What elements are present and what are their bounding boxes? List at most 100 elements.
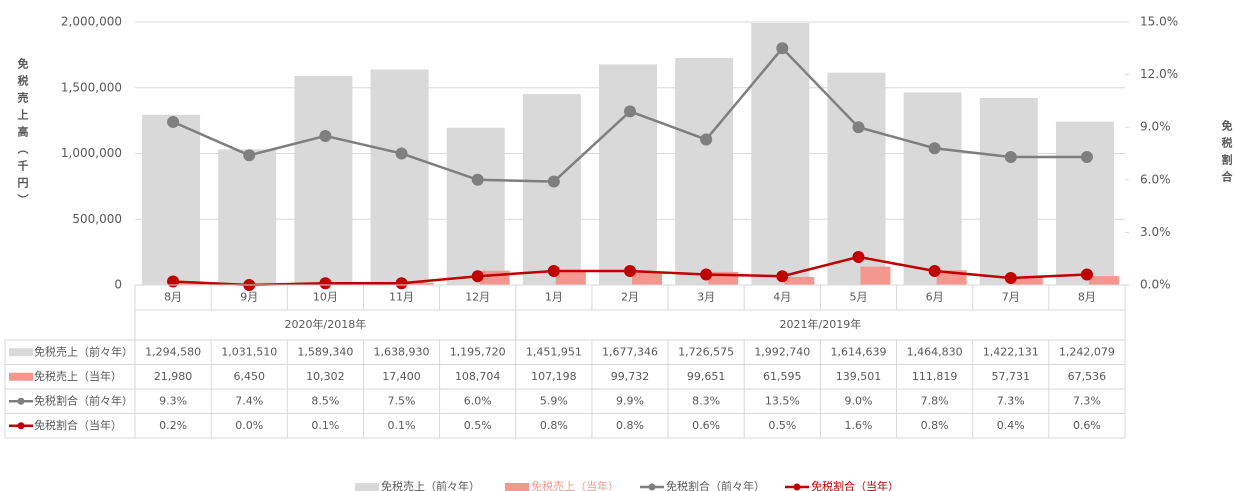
bar: [903, 92, 962, 286]
y2-tick-label: 9.0%: [1140, 120, 1171, 134]
y2-axis-title: 免税割合: [1220, 120, 1233, 188]
table-cell: 7.4%: [235, 394, 263, 407]
y2-tick-label: 0.0%: [1140, 278, 1171, 292]
table-cell: 0.4%: [997, 419, 1025, 432]
y-tick-label: 2,000,000: [61, 15, 122, 29]
group-label: 2021年/2019年: [780, 317, 862, 331]
legend-label: 免税割合（前々年）: [666, 479, 765, 491]
bar: [751, 22, 810, 286]
table-row-label: 免税売上（当年）: [34, 369, 122, 383]
marker: [700, 133, 713, 146]
x-tick-label: 10月: [313, 291, 338, 304]
x-tick-label: 11月: [389, 291, 414, 304]
bar: [1012, 277, 1043, 285]
marker: [1080, 268, 1093, 281]
table-cell: 7.3%: [997, 394, 1025, 407]
marker: [319, 129, 332, 142]
legend-swatch: [9, 372, 33, 381]
legend-swatch: [793, 483, 801, 491]
bar: [599, 64, 657, 285]
legend-swatch: [17, 422, 25, 430]
x-tick-label: 7月: [1002, 291, 1020, 304]
marker: [776, 42, 789, 55]
table-cell: 0.6%: [1073, 419, 1101, 432]
table-cell: 1,195,720: [450, 345, 506, 358]
marker: [624, 264, 636, 277]
legend-label: 免税割合（当年）: [811, 479, 899, 491]
bar: [175, 282, 206, 285]
y-tick-label: 1,500,000: [61, 80, 122, 94]
table-cell: 7.3%: [1073, 394, 1101, 407]
table-cell: 99,651: [687, 370, 726, 383]
table-cell: 0.2%: [159, 419, 187, 432]
x-tick-label: 3月: [697, 291, 715, 304]
marker: [395, 277, 408, 290]
table-cell: 6.0%: [464, 394, 492, 407]
legend-swatch: [505, 483, 529, 491]
y2-tick-label: 12.0%: [1140, 67, 1178, 81]
marker: [928, 142, 941, 155]
bar: [522, 94, 581, 285]
table-row-label: 免税割合（当年）: [34, 418, 122, 432]
x-tick-label: 4月: [773, 291, 791, 304]
y-tick-label: 0: [114, 278, 122, 292]
bar: [142, 114, 201, 286]
x-tick-label: 12月: [465, 291, 490, 304]
marker: [471, 173, 484, 186]
marker: [852, 121, 865, 134]
y-tick-label: 500,000: [72, 212, 122, 226]
table-cell: 1,422,131: [983, 345, 1039, 358]
table-cell: 9.3%: [159, 394, 187, 407]
group-label: 2020年/2018年: [285, 317, 367, 331]
bar: [675, 57, 734, 286]
table-cell: 108,704: [455, 370, 501, 383]
x-tick-label: 5月: [849, 291, 867, 304]
legend-label: 免税売上（前々年）: [381, 479, 480, 491]
bar: [979, 97, 1038, 285]
table-cell: 10,302: [306, 370, 345, 383]
x-tick-label: 1月: [545, 291, 563, 304]
table-cell: 0.8%: [921, 419, 949, 432]
bar: [479, 270, 510, 285]
legend-swatch: [648, 483, 656, 491]
table-cell: 1,726,575: [678, 345, 734, 358]
table-row-label: 免税割合（前々年）: [34, 393, 133, 407]
table-cell: 1,638,930: [374, 345, 430, 358]
table-cell: 0.1%: [311, 419, 339, 432]
marker: [776, 270, 789, 283]
table-cell: 1,589,340: [297, 345, 353, 358]
bar: [294, 76, 353, 285]
table-cell: 9.0%: [844, 394, 872, 407]
bar: [403, 282, 434, 285]
table-cell: 7.8%: [921, 394, 949, 407]
marker: [471, 270, 484, 283]
table-cell: 1.6%: [844, 419, 872, 432]
y2-tick-label: 15.0%: [1140, 15, 1178, 29]
table-cell: 1,451,951: [526, 345, 582, 358]
table-cell: 0.5%: [768, 419, 796, 432]
bar: [370, 69, 429, 285]
x-tick-label: 8月: [164, 291, 182, 304]
legend-swatch: [17, 397, 25, 405]
table-cell: 99,732: [611, 370, 650, 383]
bar: [446, 127, 505, 285]
table-cell: 57,731: [992, 370, 1031, 383]
table-cell: 139,501: [836, 370, 882, 383]
x-tick-label: 6月: [926, 291, 944, 304]
marker: [547, 264, 560, 277]
x-tick-label: 8月: [1078, 291, 1096, 304]
marker: [928, 264, 941, 277]
table-cell: 0.8%: [540, 419, 568, 432]
marker: [700, 268, 713, 281]
table-cell: 1,294,580: [145, 345, 201, 358]
table-cell: 0.5%: [464, 419, 492, 432]
y-tick-label: 1,000,000: [61, 146, 122, 160]
marker: [1080, 151, 1093, 164]
marker: [319, 277, 332, 290]
table-cell: 1,992,740: [754, 345, 810, 358]
bar: [1055, 121, 1114, 285]
marker: [395, 147, 408, 160]
table-cell: 1,614,639: [830, 345, 886, 358]
bar: [827, 72, 886, 285]
